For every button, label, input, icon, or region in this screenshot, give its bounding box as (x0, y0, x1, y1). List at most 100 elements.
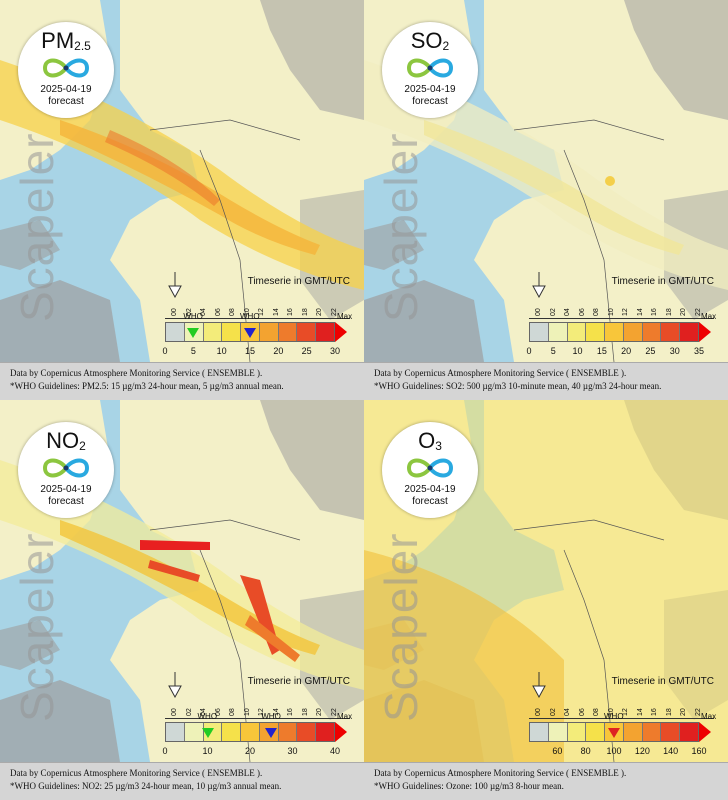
forecast-date: 2025-04-19 (40, 484, 92, 495)
hour-timeline[interactable]: 00 02 04 06 08 10 12 14 16 18 20 22 (165, 300, 350, 322)
current-time-arrow-icon (532, 672, 546, 698)
panel-no2: Scapeler NO2 2025-04-19 forecast Timeser… (0, 400, 364, 800)
hour-tick-label[interactable]: 04 (564, 708, 571, 716)
who-guidelines-text: *WHO Guidelines: NO2: 25 µg/m3 24-hour m… (10, 781, 282, 791)
hour-tick-label[interactable]: 08 (229, 708, 236, 716)
hour-tick-label[interactable]: 10 (607, 308, 615, 316)
scale-swatch (567, 323, 587, 341)
hour-tick-label[interactable]: 20 (680, 308, 687, 316)
forecast-date: 2025-04-19 (404, 484, 456, 495)
hour-tick-label[interactable]: 04 (564, 308, 571, 316)
scale-swatch (548, 723, 568, 741)
scale-swatch (680, 723, 699, 741)
hour-timeline[interactable]: 00 02 04 06 08 10 12 14 16 18 20 22 (529, 700, 714, 722)
pollutant-title: PM2.5 (41, 28, 91, 53)
watermark-text: Scapeler (375, 132, 427, 322)
hour-tick-label[interactable]: 08 (593, 708, 600, 716)
scale-tick-label: 20 (273, 346, 284, 356)
who-label: WHO (183, 312, 203, 321)
hour-tick-label[interactable]: 08 (229, 308, 236, 316)
pollutant-badge: SO2 2025-04-19 forecast (382, 22, 478, 118)
hour-tick-label[interactable]: 20 (680, 708, 687, 716)
hour-tick-label[interactable]: 20 (316, 708, 323, 716)
hour-tick-label[interactable]: 02 (549, 308, 557, 316)
forecast-label: forecast (412, 96, 448, 107)
scale-swatch (548, 323, 568, 341)
scale-swatch (316, 723, 335, 741)
hour-tick-label[interactable]: 02 (185, 708, 193, 716)
attribution-footer: Data by Copernicus Atmosphere Monitoring… (364, 762, 728, 800)
forecast-date: 2025-04-19 (404, 84, 456, 95)
hour-timeline[interactable]: 00 02 04 06 08 10 12 14 16 18 20 22 (529, 300, 714, 322)
scale-swatch (567, 723, 587, 741)
hour-tick-label[interactable]: 16 (287, 708, 294, 716)
hour-timeline[interactable]: 00 02 04 06 08 10 12 14 16 18 20 22 (165, 700, 350, 722)
hour-tick-label[interactable]: 06 (578, 308, 586, 316)
scale-swatch (278, 723, 298, 741)
scale-swatch (259, 323, 279, 341)
hour-tick-label[interactable]: 16 (651, 308, 658, 316)
watermark-text: Scapeler (11, 132, 63, 322)
scale-tick-label: 40 (329, 746, 341, 756)
scale-tick-label: 10 (572, 346, 583, 356)
scale-swatch (642, 723, 662, 741)
concentration-scale: Max WHO WHO 0 5 10 15 20 25 30 (162, 312, 355, 356)
scale-tick-label: 5 (190, 346, 196, 356)
who-label: WHO (197, 712, 218, 721)
hour-tick-label[interactable]: 16 (287, 308, 294, 316)
hour-tick-label[interactable]: 18 (301, 308, 309, 316)
hour-tick-label[interactable]: 14 (636, 708, 644, 716)
who-marker-icon (201, 728, 214, 738)
scale-tick-label: 60 (552, 746, 563, 756)
who-marker-icon (265, 728, 278, 738)
current-time-arrow-icon (168, 672, 182, 698)
scale-swatch (222, 723, 242, 741)
scale-tick-label: 25 (301, 346, 312, 356)
hour-tick-label[interactable]: 18 (301, 708, 309, 716)
hour-tick-label[interactable]: 02 (549, 708, 557, 716)
cams-logo-icon (41, 456, 91, 480)
scale-tick-label: 25 (645, 346, 656, 356)
max-label: Max (337, 712, 353, 721)
hour-tick-label[interactable]: 14 (636, 308, 644, 316)
scale-swatch (203, 323, 223, 341)
hour-tick-label[interactable]: 18 (665, 708, 673, 716)
forecast-label: forecast (48, 96, 84, 107)
hour-tick-label[interactable]: 14 (272, 308, 280, 316)
hour-tick-label[interactable]: 00 (171, 308, 178, 316)
hour-tick-label[interactable]: 18 (665, 308, 673, 316)
pollution-map (0, 400, 364, 762)
hour-tick-label[interactable]: 00 (535, 708, 542, 716)
pollutant-title: O3 (418, 428, 442, 453)
hour-tick-label[interactable]: 10 (243, 708, 251, 716)
color-scale-bar (165, 722, 335, 742)
attribution-footer: Data by Copernicus Atmosphere Monitoring… (364, 362, 728, 400)
timeserie-label: Timeserie in GMT/UTC (247, 276, 350, 287)
concentration-scale: Max 0 5 10 15 20 25 30 35 (526, 312, 719, 356)
who-label: WHO (261, 712, 281, 721)
max-arrow-icon (335, 722, 347, 742)
scale-tick-label: 140 (663, 746, 679, 756)
hour-tick-label[interactable]: 12 (622, 308, 629, 316)
timeserie-label: Timeserie in GMT/UTC (247, 676, 350, 687)
attribution-footer: Data by Copernicus Atmosphere Monitoring… (0, 762, 364, 800)
hour-tick-label[interactable]: 16 (651, 708, 658, 716)
scale-swatch (680, 323, 699, 341)
scale-swatch (661, 323, 681, 341)
scale-tick-label: 0 (162, 746, 168, 756)
hour-tick-label[interactable]: 06 (214, 308, 222, 316)
scale-swatch (623, 723, 643, 741)
hour-tick-label[interactable]: 00 (535, 308, 542, 316)
scale-swatch (222, 323, 242, 341)
hour-tick-label[interactable]: 00 (171, 708, 178, 716)
hour-tick-label[interactable]: 20 (316, 308, 323, 316)
who-label: WHO (604, 712, 624, 721)
current-time-arrow-icon (532, 272, 546, 298)
hour-tick-label[interactable]: 08 (593, 308, 600, 316)
hour-tick-label[interactable]: 06 (578, 708, 586, 716)
who-marker-icon (244, 328, 256, 338)
attribution-footer: Data by Copernicus Atmosphere Monitoring… (0, 362, 364, 400)
scale-tick-label: 35 (693, 346, 705, 356)
scale-swatch (586, 723, 606, 741)
panel-o3: Scapeler O3 2025-04-19 forecast Timeseri… (364, 400, 728, 800)
